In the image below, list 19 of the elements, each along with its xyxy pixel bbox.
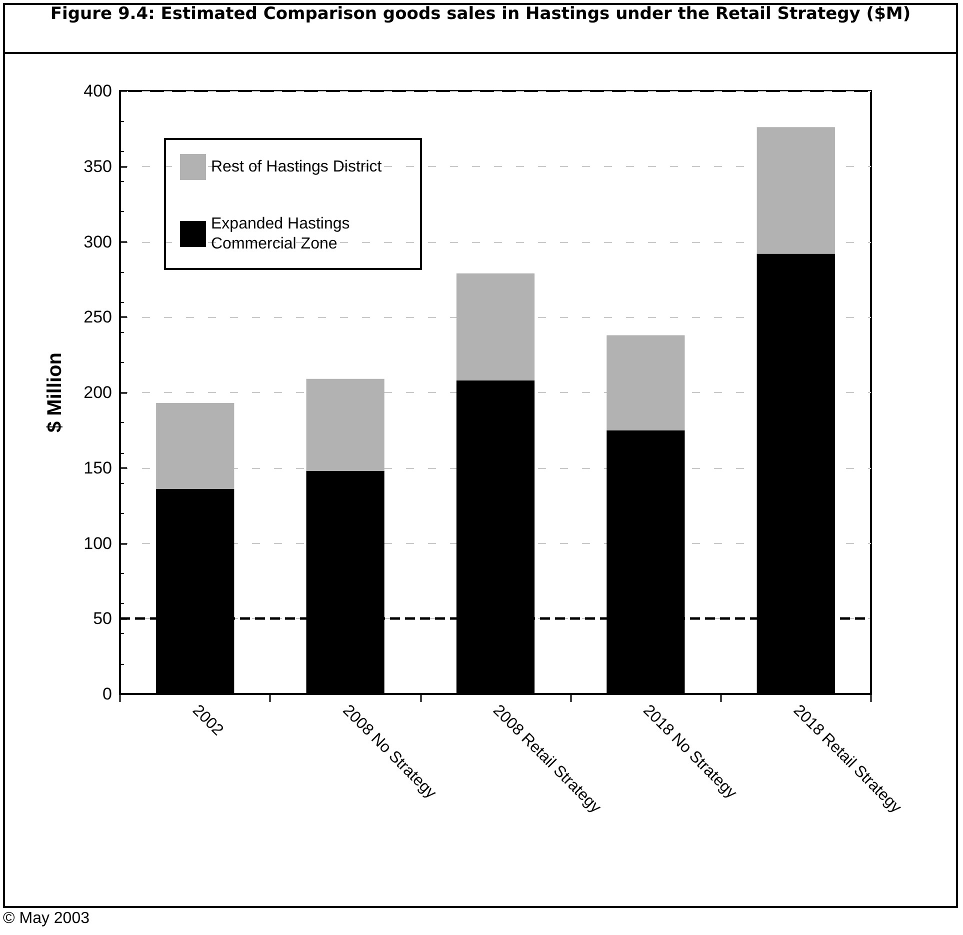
legend-label: Rest of Hastings District <box>211 158 382 176</box>
y-tick-label: 50 <box>93 609 112 628</box>
y-tick-label: 250 <box>84 308 112 327</box>
y-tick-label: 350 <box>84 156 112 176</box>
y-tick-label: 100 <box>84 534 112 553</box>
y-tick-label: 400 <box>84 82 112 100</box>
y-axis-title: $ Million <box>44 352 66 432</box>
bar <box>306 378 384 471</box>
y-tick-label: 300 <box>84 232 112 252</box>
text: © May 2003 <box>3 910 90 928</box>
legend-label: Expanded Hastings Commercial Zone <box>211 216 354 252</box>
y-tick-label: 200 <box>84 383 112 402</box>
bar <box>456 273 535 380</box>
y-tick-label: 0 <box>102 684 112 704</box>
y-tick-label: 150 <box>84 458 112 478</box>
bar <box>156 403 234 489</box>
chart-title: Figure 9.4: Estimated Comparison goods sales in Hastings under the Retail Strategy ($M) <box>49 4 912 25</box>
bar <box>756 127 835 254</box>
bar <box>606 335 685 430</box>
